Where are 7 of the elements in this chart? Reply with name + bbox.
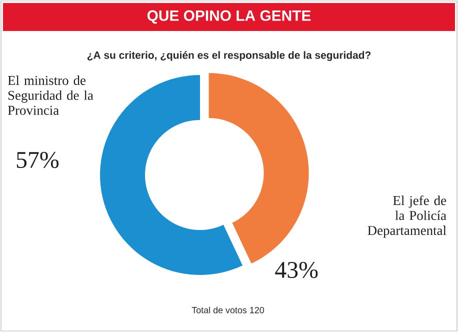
slice-label: El ministro de Seguridad de la Provincia bbox=[8, 76, 94, 115]
data-label: 57% bbox=[16, 152, 59, 168]
chart-title: QUE OPINO LA GENTE bbox=[147, 10, 311, 24]
chart-subtitle: ¿A su criterio, ¿quién es el responsable de la seguridad? bbox=[87, 51, 371, 61]
data-label: 43% bbox=[275, 262, 318, 278]
text: Total de votos 120 bbox=[192, 306, 264, 314]
slice-label: El jefe de la Policía Departamental bbox=[368, 196, 446, 238]
